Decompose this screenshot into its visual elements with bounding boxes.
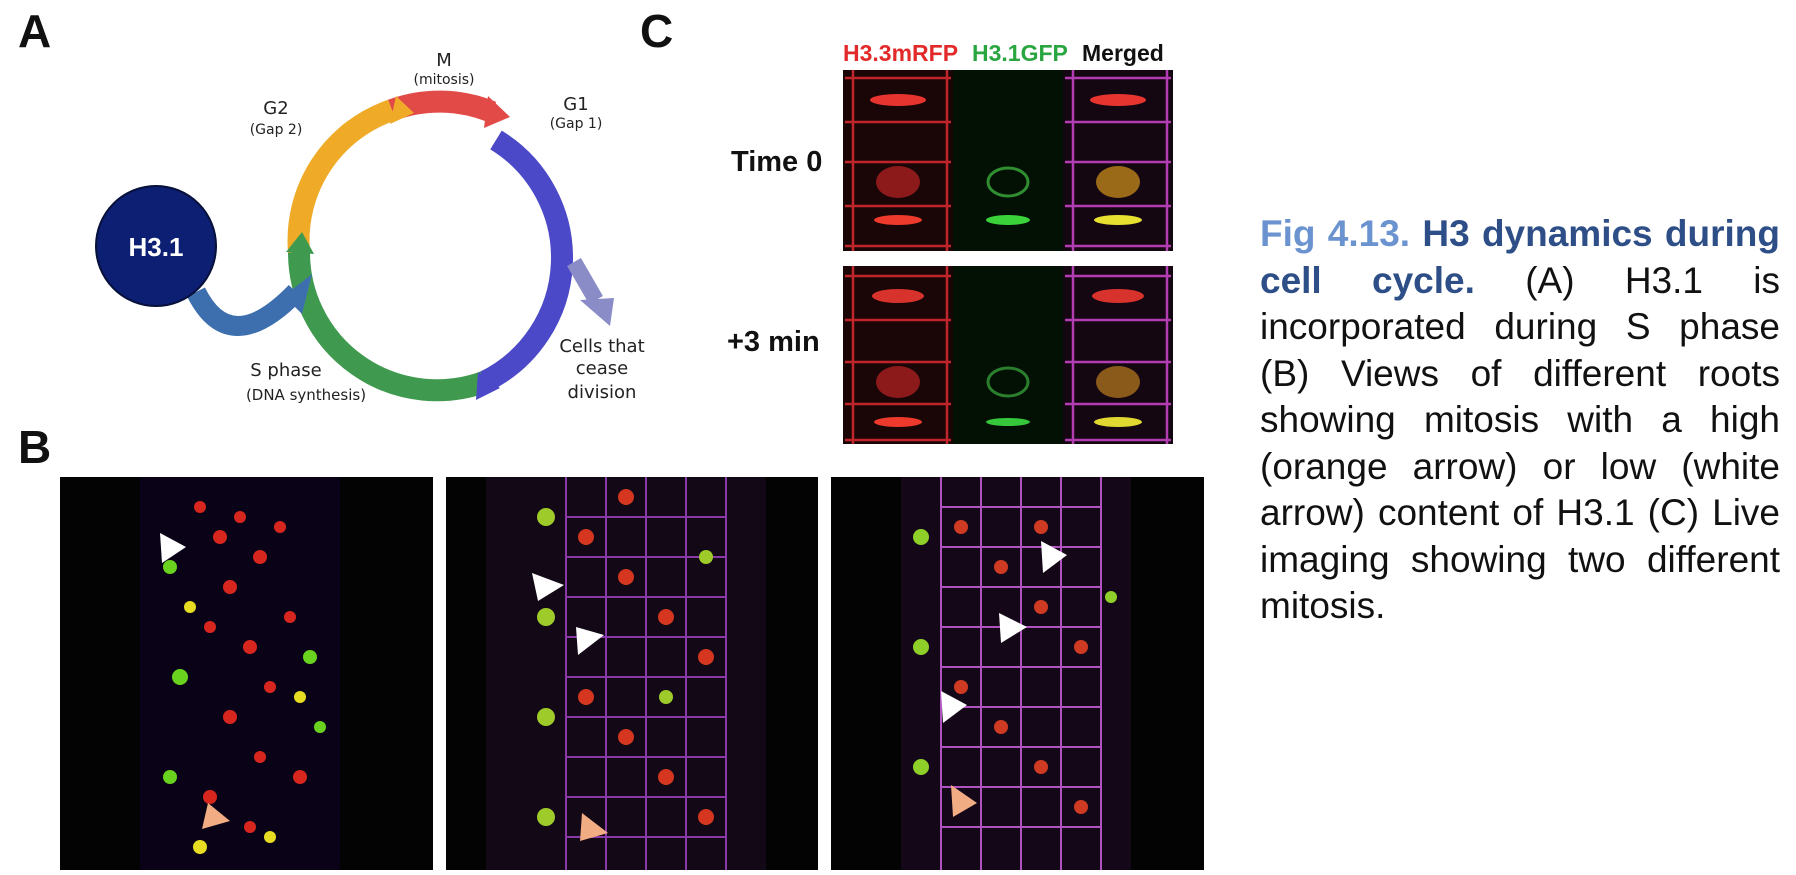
h3-1-hub [95,185,217,307]
high-h31-arrowhead [580,813,608,841]
root-image-3 [831,477,1204,870]
panel-a-letter: A [18,5,52,57]
row-label-time0: Time 0 [731,146,823,178]
live-image-time0 [843,70,1173,251]
g2-segment [287,99,396,253]
cease-label-2: cease [576,358,628,379]
g1-segment [479,130,573,392]
channel-label-merged: Merged [1082,40,1164,66]
cease-label-1: Cells that [559,336,644,357]
caption-fig-number: Fig 4.13. [1260,213,1411,254]
figure-caption: Fig 4.13. H3 dynamics during cell cycle.… [1260,211,1780,630]
g2-arrowhead [390,96,414,124]
g2-label: G2 [263,98,288,119]
low-h31-arrowhead [532,573,564,601]
g2-sublabel: (Gap 2) [250,122,303,138]
root-image-2 [446,477,818,870]
low-h31-arrowhead [999,613,1027,643]
hub-arrow [187,284,304,336]
s-segment [287,251,488,402]
mitosis-arrowhead [484,96,510,128]
live-image-3min [843,266,1173,444]
m-label: M [436,50,452,71]
cell-cycle-diagram: H3.1 M (mitosis) G1 (Gap 1) G2 (Gap 2) S… [95,50,645,404]
low-h31-arrowhead [941,691,967,723]
caption-title: H3 dynamics during cell cycle. [1260,213,1780,301]
s-label: S phase [250,360,321,381]
g1-sublabel: (Gap 1) [550,116,603,132]
cease-label-3: division [568,382,637,403]
g1-arrowhead [476,372,500,400]
s-sublabel: (DNA synthesis) [246,386,366,404]
s-arrowhead [286,232,314,254]
channel-label-h33mrfp: H3.3mRFP [843,40,959,66]
root-image-1 [60,477,433,870]
cease-arrow [567,257,603,305]
m-sublabel: (mitosis) [414,72,475,88]
hub-label: H3.1 [129,232,184,262]
panel-c-letter: C [640,5,674,57]
hub-arrowhead [284,274,312,314]
low-h31-arrowhead [160,533,186,563]
low-h31-arrowhead [1041,541,1067,573]
high-h31-arrowhead [202,803,230,829]
g1-label: G1 [563,94,588,115]
caption-body: (A) H3.1 is incorporated during S phase … [1260,259,1780,627]
channel-label-h31gfp: H3.1GFP [972,40,1068,66]
row-label-3min: +3 min [727,326,820,358]
low-h31-arrowhead [576,627,604,655]
panel-b-letter: B [18,421,52,473]
cease-arrowhead [580,298,614,326]
high-h31-arrowhead [951,785,977,817]
